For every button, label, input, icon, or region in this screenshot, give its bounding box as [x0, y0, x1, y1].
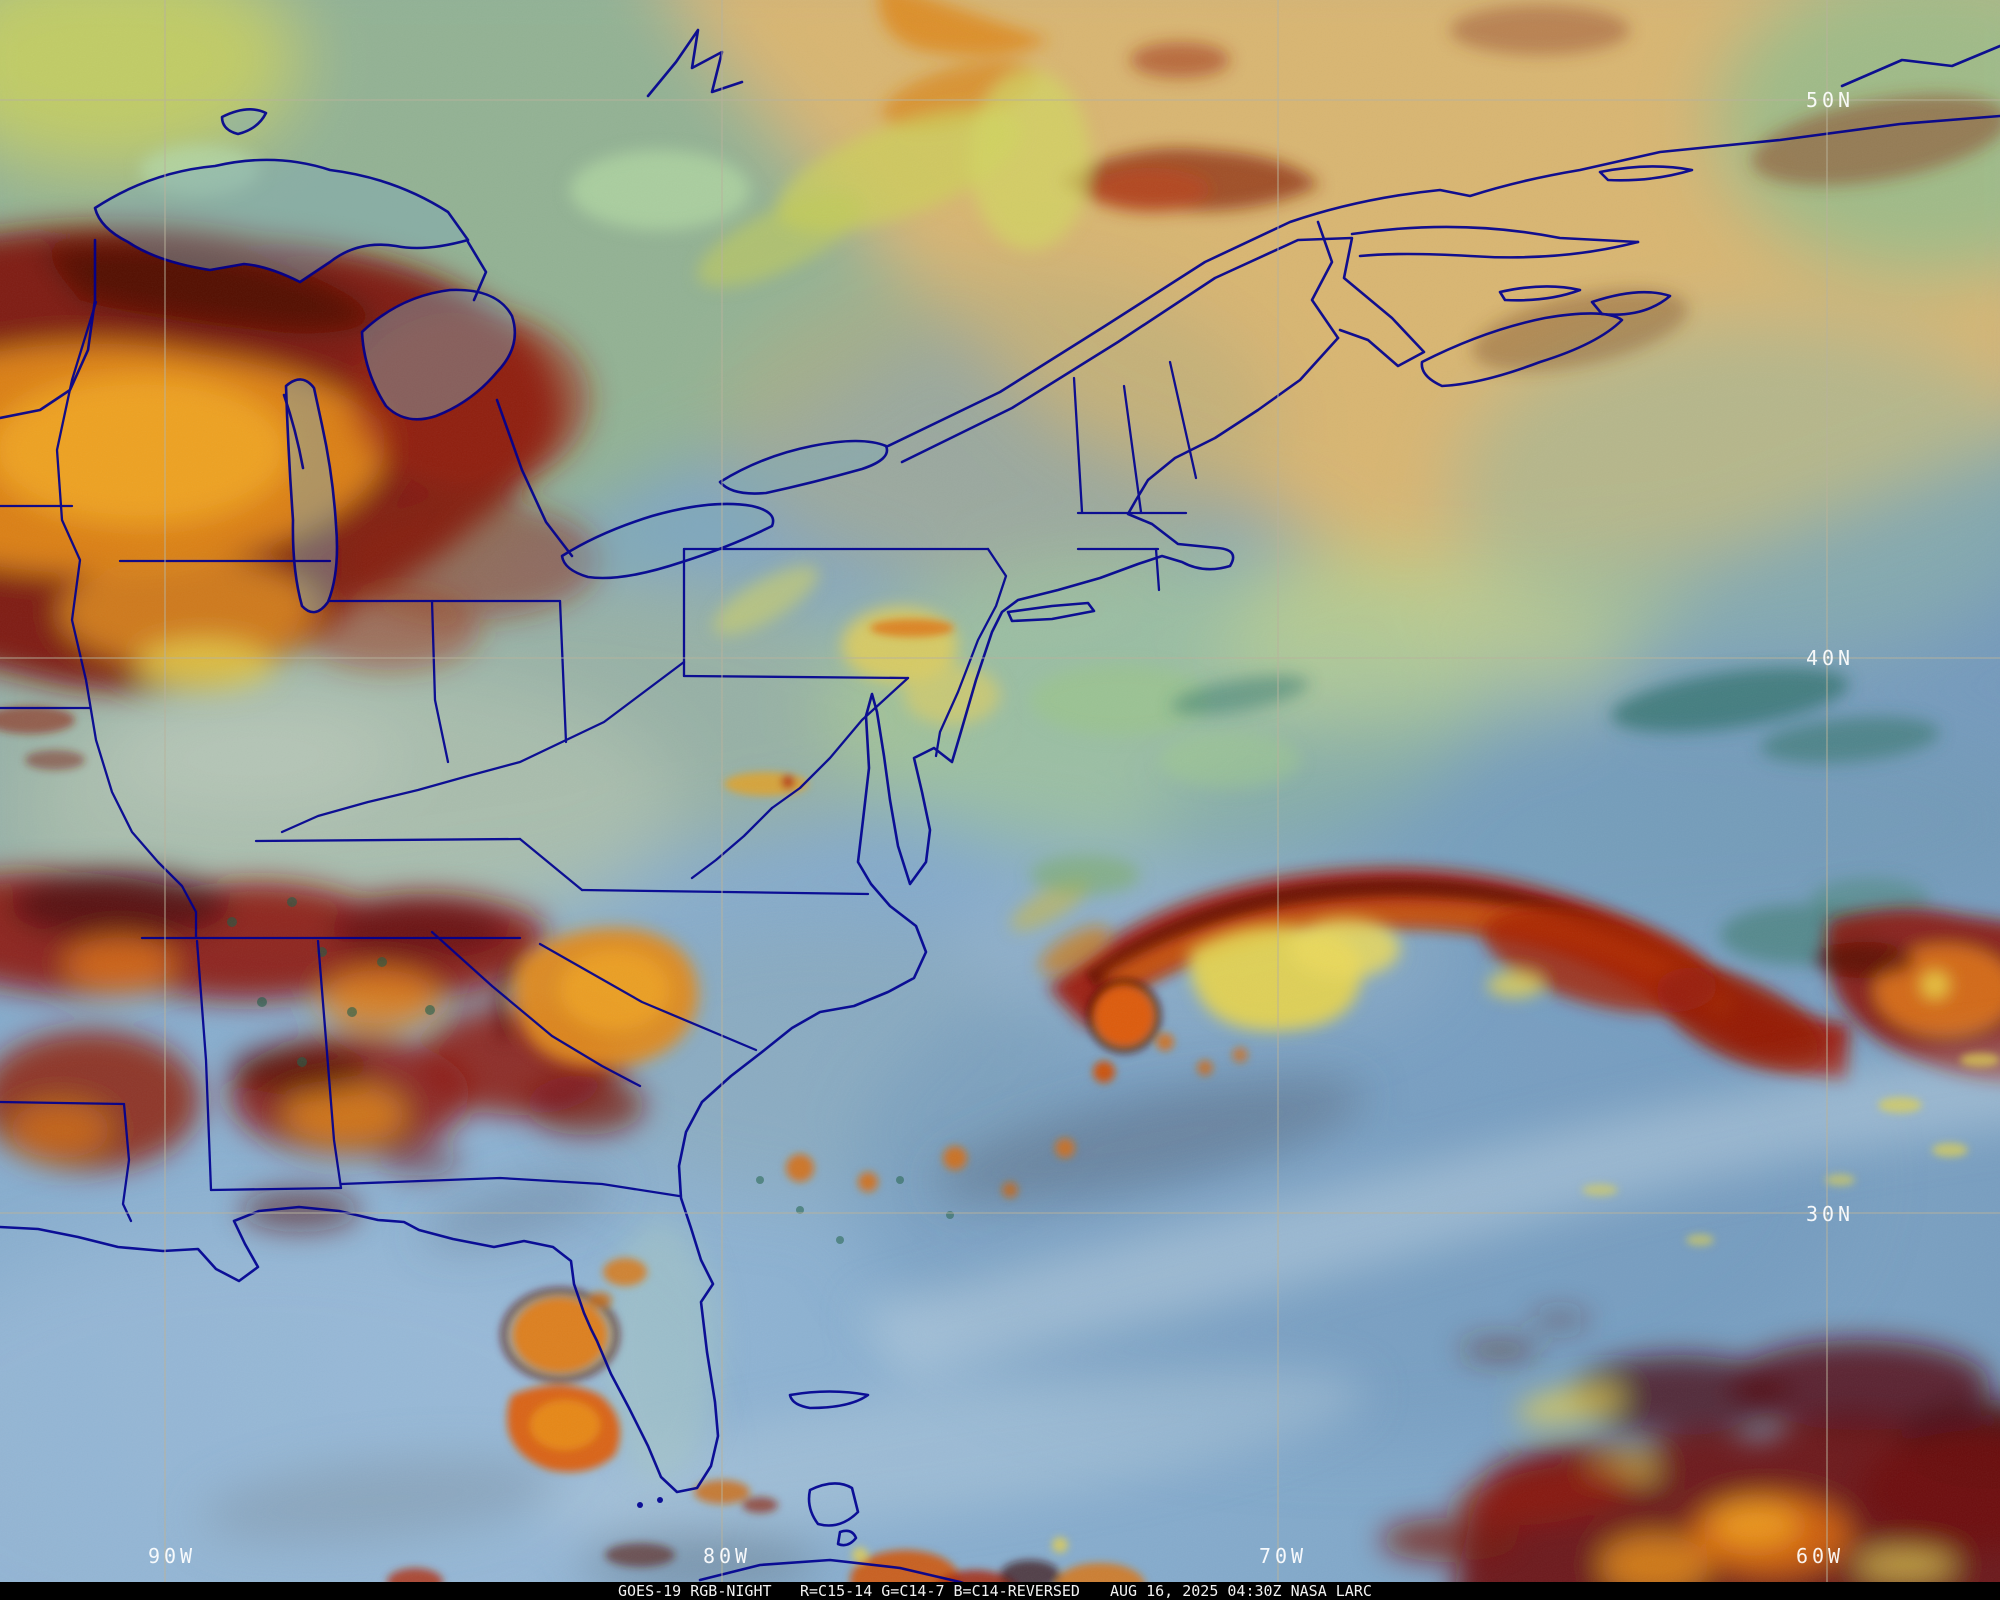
- caption-timestamp-credit: AUG 16, 2025 04:30Z NASA LARC: [1110, 1582, 1372, 1600]
- long-island-outline: [1006, 601, 1096, 623]
- lat-label-30n: 30N: [1806, 1202, 1854, 1226]
- lon-label-70w: 70W: [1259, 1544, 1307, 1568]
- caption-bar: GOES-19 RGB-NIGHT R=C15-14 G=C14-7 B=C14-…: [0, 1582, 2000, 1600]
- lon-label-60w: 60W: [1796, 1544, 1844, 1568]
- great-lakes-outlines: [93, 108, 889, 614]
- lat-label-50n: 50N: [1806, 88, 1854, 112]
- lat-label-40n: 40N: [1806, 646, 1854, 670]
- caption-product: GOES-19 RGB-NIGHT: [618, 1582, 772, 1600]
- caption-channel-recipe: R=C15-14 G=C14-7 B=C14-REVERSED: [800, 1582, 1080, 1600]
- us-coastline: [0, 336, 1340, 1494]
- caption-bar-background: [0, 1582, 2000, 1600]
- lon-label-80w: 80W: [703, 1544, 751, 1568]
- canada-borders: [0, 28, 2000, 464]
- lon-label-90w: 90W: [148, 1544, 196, 1568]
- map-borders: [0, 28, 2000, 1598]
- caption-text: GOES-19 RGB-NIGHT R=C15-14 G=C14-7 B=C14-…: [618, 1582, 1372, 1600]
